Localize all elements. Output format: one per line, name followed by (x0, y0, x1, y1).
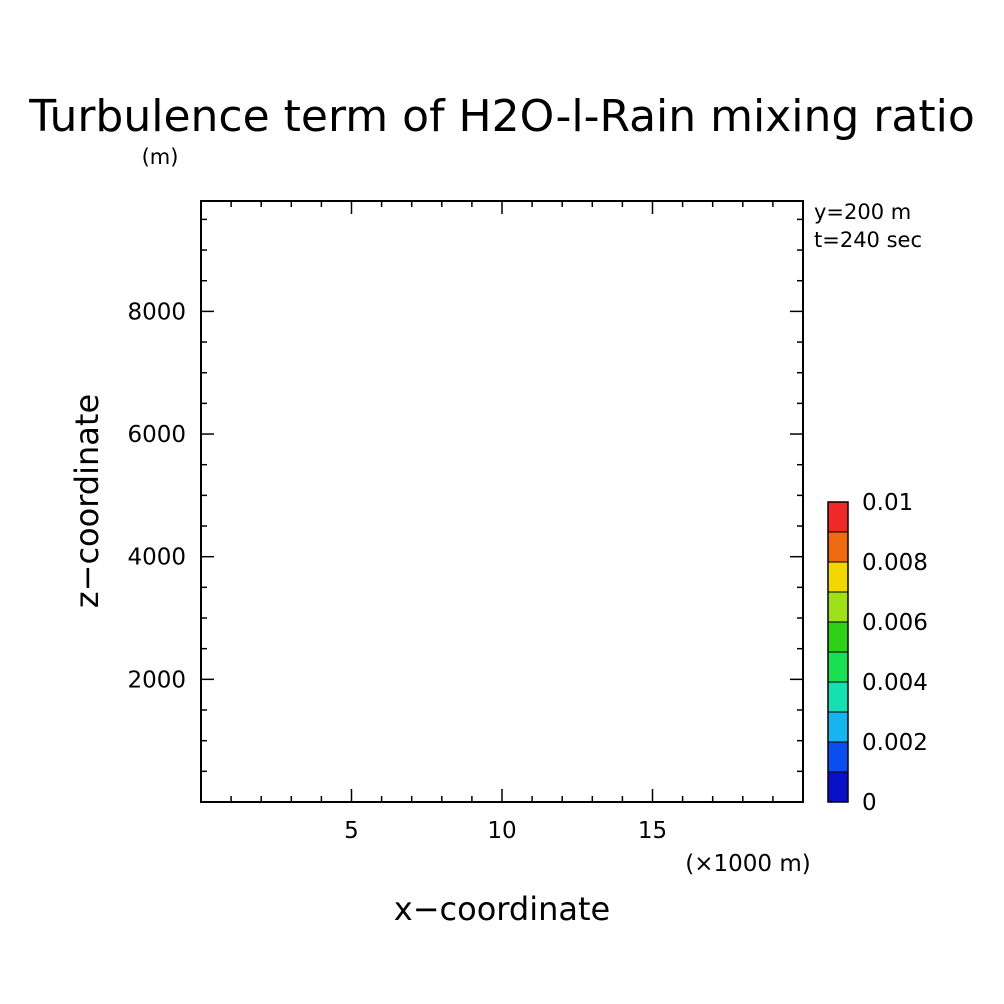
colorbar-swatch (827, 651, 849, 683)
x-tick-label: 15 (638, 818, 667, 844)
annotation-t: t=240 sec (814, 228, 922, 252)
colorbar-tick-label: 0.002 (862, 730, 928, 756)
colorbar-frame (827, 501, 849, 803)
colorbar-swatch (827, 501, 849, 533)
y-axis-label: z−coordinate (68, 394, 106, 608)
colorbar-swatch (827, 741, 849, 773)
colorbar-swatch (827, 621, 849, 653)
y-tick-label: 6000 (127, 422, 186, 448)
annotation-y: y=200 m (814, 200, 911, 224)
axes-ticks: 5 10 15 2000 4000 6000 8000 (127, 201, 803, 844)
colorbar-tick-label: 0.008 (862, 550, 928, 576)
x-multiplier-label: (×1000 m) (685, 851, 810, 877)
plot-frame (200, 200, 804, 803)
x-axis-label: x−coordinate (394, 890, 610, 928)
unit-label: (m) (142, 145, 179, 169)
y-tick-label: 4000 (127, 545, 186, 571)
chart-title: Turbulence term of H2O-l-Rain mixing rat… (28, 91, 974, 142)
colorbar-swatch (827, 561, 849, 593)
colorbar-swatch (827, 771, 849, 803)
y-tick-label: 8000 (127, 299, 186, 325)
x-tick-label: 5 (344, 818, 359, 844)
colorbar-tick-label: 0.006 (862, 610, 928, 636)
colorbar-swatch (827, 591, 849, 623)
colorbar-swatch (827, 531, 849, 563)
colorbar: 0 0.002 0.004 0.006 0.008 0.01 (827, 490, 928, 816)
colorbar-tick-label: 0.004 (862, 670, 928, 696)
colorbar-tick-label: 0.01 (862, 490, 913, 516)
colorbar-tick-label: 0 (862, 790, 877, 816)
y-tick-label: 2000 (127, 667, 186, 693)
x-tick-label: 10 (487, 818, 516, 844)
colorbar-swatch (827, 681, 849, 713)
colorbar-swatch (827, 711, 849, 743)
